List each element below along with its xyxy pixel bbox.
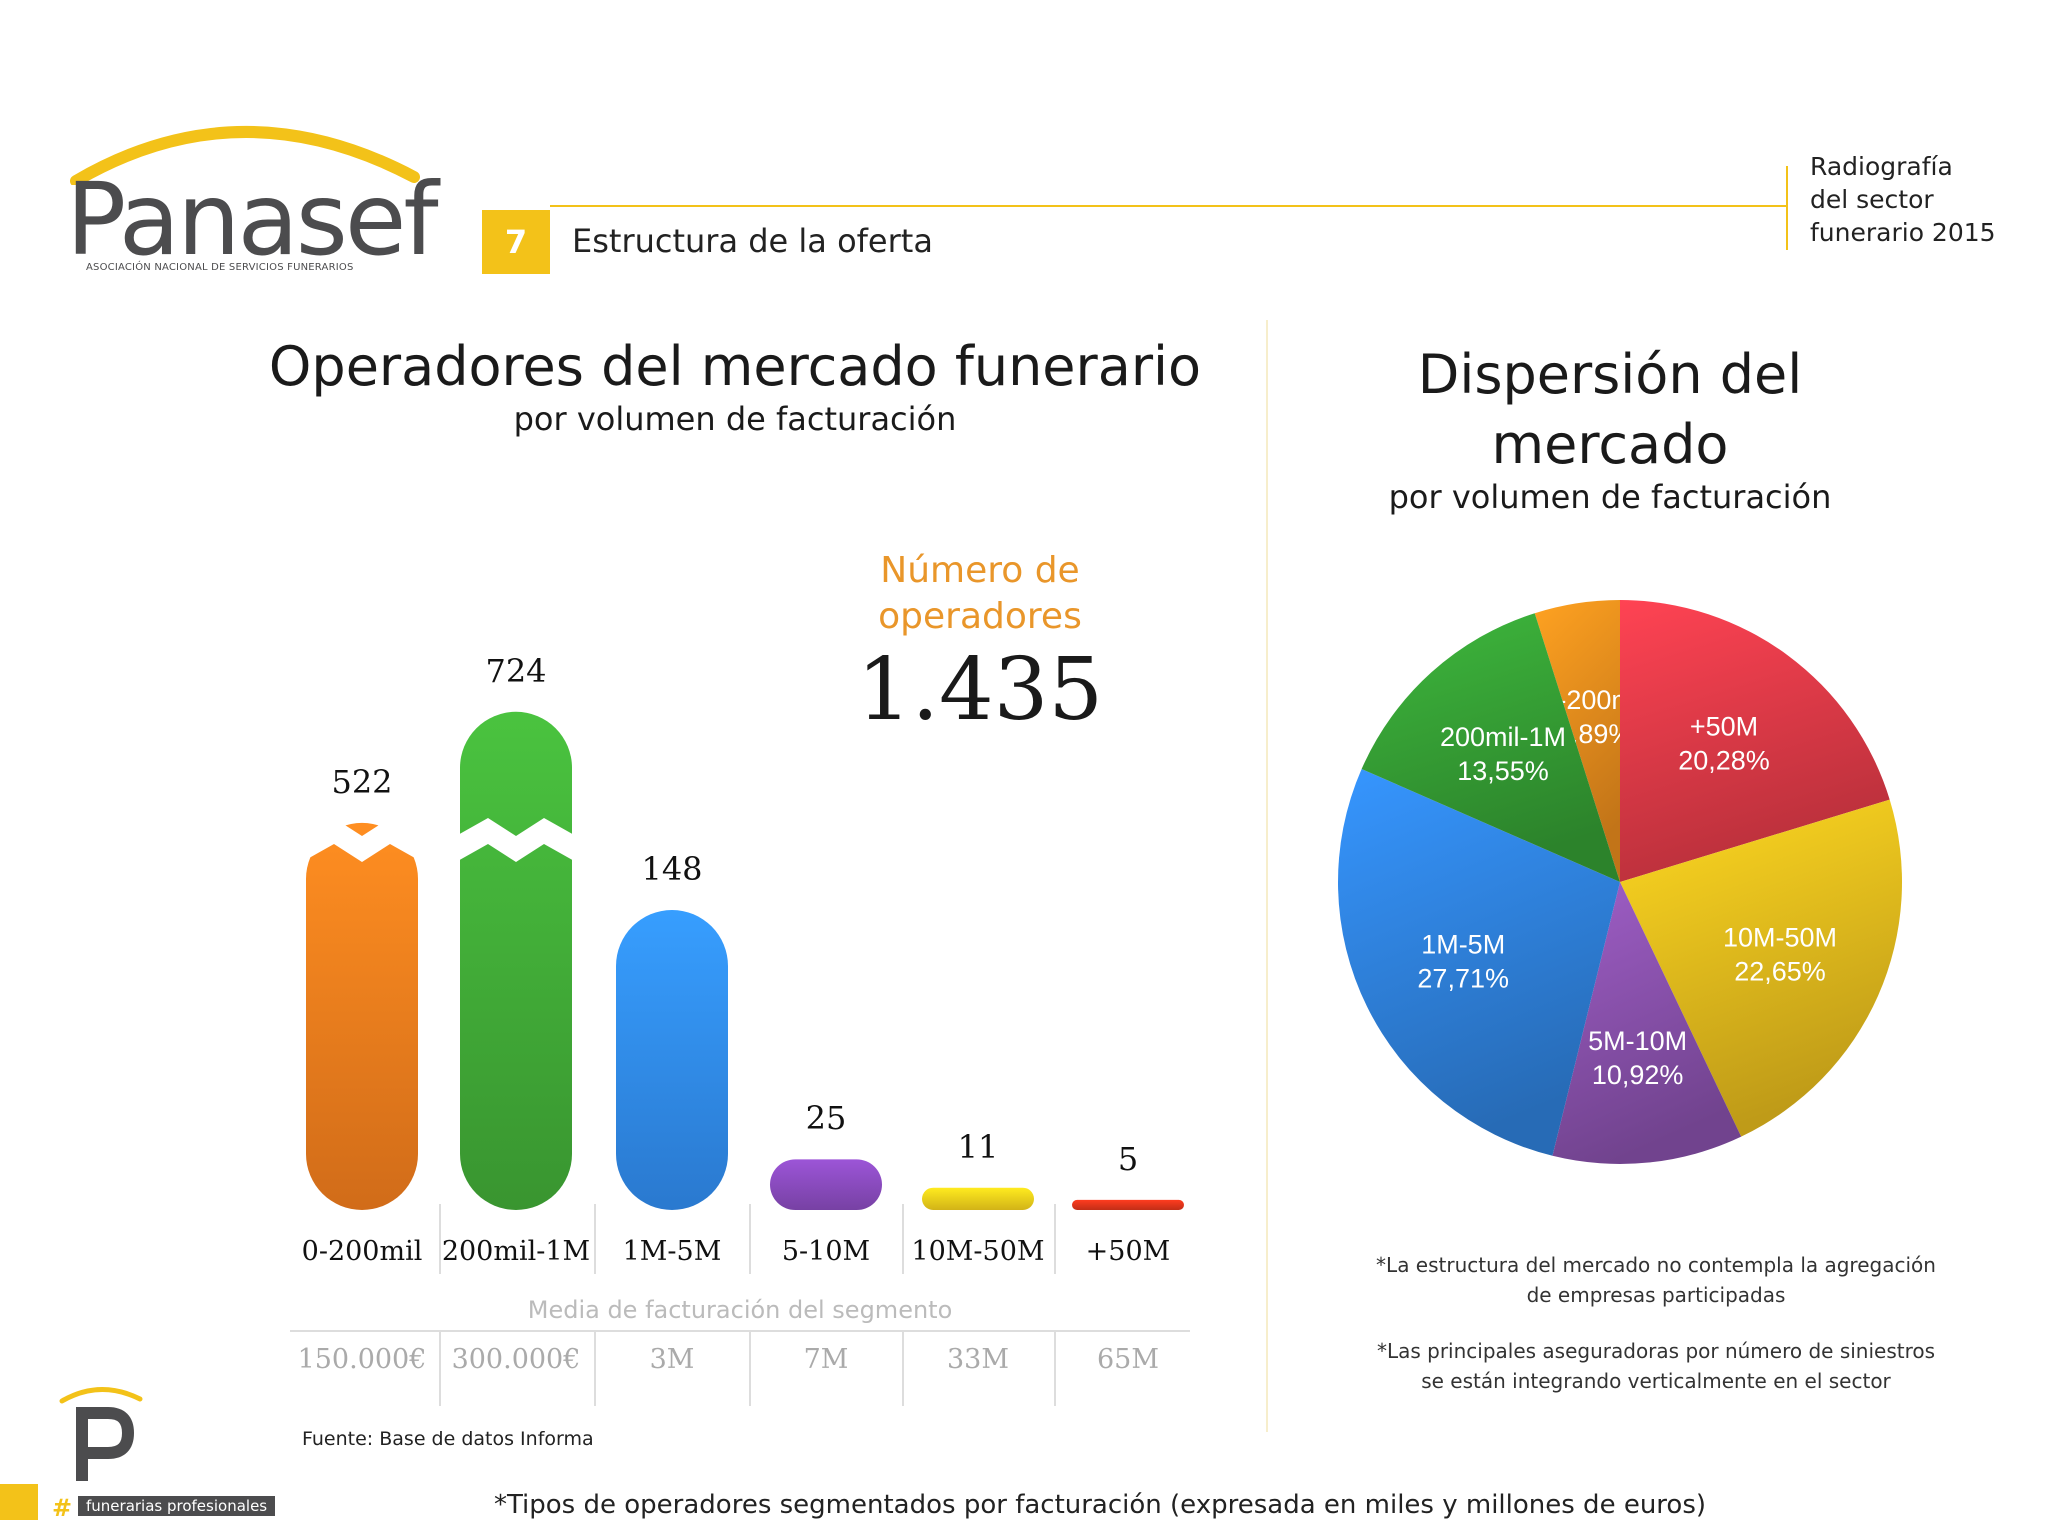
bar-value-label: 724 — [485, 651, 547, 690]
pie-slice-percent: 22,65% — [1734, 956, 1826, 986]
section-number-badge: 7 — [482, 210, 550, 274]
pie-slice-1M-5M — [1338, 769, 1620, 1156]
pie-slice-percent: 20,28% — [1678, 745, 1770, 775]
table-column-separator — [1054, 1330, 1056, 1406]
pie-slice-0-200mil — [1534, 600, 1620, 882]
average-value: 300.000€ — [451, 1344, 581, 1375]
table-column-separator — [902, 1330, 904, 1406]
section-title: Estructura de la oferta — [572, 222, 933, 260]
header-rule — [550, 205, 1788, 207]
bar-chart-subtitle: por volumen de facturación — [513, 400, 957, 438]
bar-1M-5M — [616, 910, 728, 1210]
pie-slice-200mil-1M — [1361, 613, 1620, 882]
logo-tagline: funerarias profesionales — [78, 1496, 276, 1516]
logo-arc — [70, 126, 420, 185]
source-note: Fuente: Base de datos Informa — [302, 1428, 594, 1450]
bar-chart-title: Operadores del mercado funerario — [268, 335, 1202, 398]
table-column-separator — [439, 1330, 441, 1406]
average-caption: Media de facturación del segmento — [527, 1296, 953, 1324]
pie-chart-title: Dispersión del mercado — [1417, 343, 1803, 476]
average-value: 7M — [803, 1344, 849, 1375]
logo-subtitle: ASOCIACIÓN NACIONAL DE SERVICIOS FUNERAR… — [86, 262, 354, 273]
market-note-1: *La estructura del mercado no contempla … — [1376, 1253, 1936, 1307]
pie-slice-label: 10M-50M — [1723, 922, 1837, 952]
average-value: 33M — [946, 1344, 1009, 1375]
category-label: 1M-5M — [622, 1236, 722, 1267]
category-label: 5-10M — [781, 1236, 871, 1267]
bar-value-label: 522 — [331, 762, 393, 801]
table-column-separator — [439, 1204, 441, 1274]
category-label: 10M-50M — [911, 1236, 1045, 1267]
pie-chart-subtitle: por volumen de facturación — [1388, 478, 1832, 516]
axis-break-200mil-1M — [456, 818, 576, 862]
pie-slice-percent: 10,92% — [1592, 1060, 1684, 1090]
footer-note: *Tipos de operadores segmentados por fac… — [493, 1490, 1707, 1520]
axis-break-0-200mil — [302, 818, 422, 862]
bar-value-label: 25 — [805, 1099, 847, 1138]
bar-chart — [302, 711, 1184, 1210]
panasef-logo: Panasef — [66, 161, 439, 278]
pie-slice-+50M — [1620, 600, 1890, 882]
table-column-separator — [902, 1204, 904, 1274]
bar-0-200mil — [306, 822, 418, 1210]
hash-icon: # — [52, 1494, 73, 1522]
average-value: 65M — [1096, 1344, 1159, 1375]
pie-slice-percent: 27,71% — [1417, 963, 1509, 993]
column-divider — [1266, 320, 1268, 1432]
table-column-separator — [594, 1204, 596, 1274]
bar-value-label: 5 — [1117, 1139, 1139, 1178]
bar-+50M — [1072, 1199, 1184, 1210]
pie-slice-label: 200mil-1M — [1440, 722, 1566, 752]
total-operators-value: 1.435 — [856, 640, 1104, 740]
corner-accent — [0, 1484, 38, 1520]
pie-slice-label: +50M — [1690, 711, 1758, 741]
pie-slice-label: 5M-10M — [1588, 1026, 1687, 1056]
table-column-separator — [594, 1330, 596, 1406]
pie-slice-5M-10M — [1552, 882, 1742, 1164]
bar-10M-50M — [922, 1187, 1034, 1210]
average-value: 3M — [649, 1344, 695, 1375]
category-label: +50M — [1085, 1236, 1171, 1267]
pie-slice-percent: 13,55% — [1457, 756, 1549, 786]
category-label: 0-200mil — [301, 1236, 423, 1267]
pie-slice-10M-50M — [1620, 799, 1902, 1137]
funerarias-profesionales-logo — [59, 1387, 143, 1481]
category-label: 200mil-1M — [441, 1236, 591, 1267]
bar-value-label: 11 — [957, 1127, 999, 1166]
bar-5-10M — [770, 1159, 882, 1210]
table-divider — [290, 1330, 1190, 1332]
bar-value-label: 148 — [641, 850, 703, 888]
report-title: Radiografía del sector funerario 2015 — [1810, 152, 1996, 247]
header-rule-end — [1786, 166, 1788, 250]
table-column-separator — [749, 1330, 751, 1406]
market-note-2: *Las principales aseguradoras por número… — [1376, 1339, 1936, 1393]
bar-200mil-1M — [460, 711, 572, 1210]
table-column-separator — [1054, 1204, 1056, 1274]
pie-slice-label: 1M-5M — [1421, 929, 1505, 959]
average-value: 150.000€ — [297, 1344, 427, 1375]
total-operators-label: Número de operadores — [878, 550, 1082, 637]
table-column-separator — [749, 1204, 751, 1274]
